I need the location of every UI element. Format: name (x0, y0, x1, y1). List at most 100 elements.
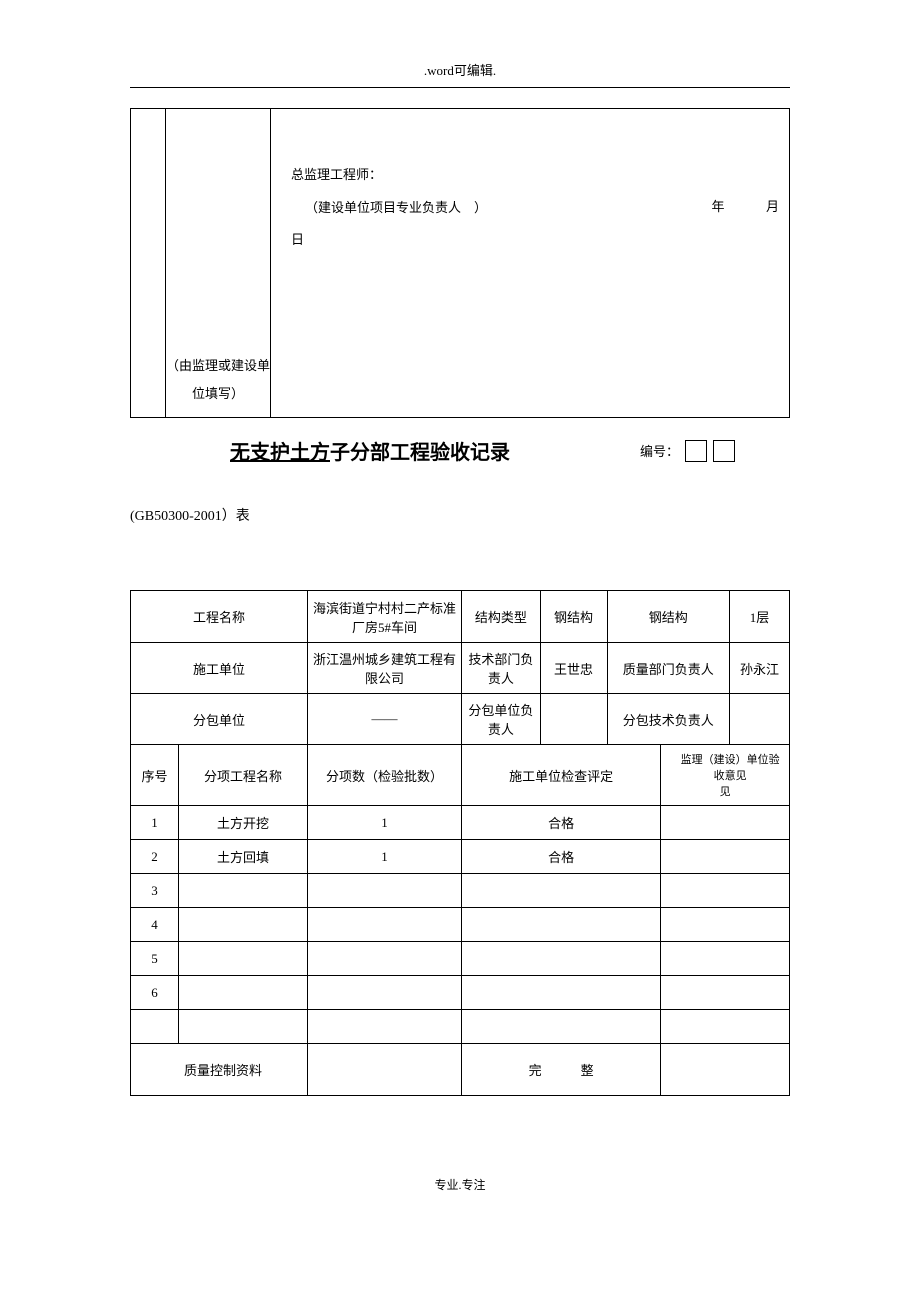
month-char: 月 (766, 199, 779, 214)
header-seq: 序号 (131, 745, 179, 806)
count-6 (307, 976, 461, 1010)
name-5 (179, 942, 308, 976)
opinion-2 (661, 840, 790, 874)
name-1: 土方开挖 (179, 806, 308, 840)
structure-type-2: 钢结构 (607, 591, 729, 643)
quality-control-empty (307, 1044, 461, 1096)
quality-leader-label: 质量部门负责人 (607, 643, 729, 694)
contractor-value: 浙江温州城乡建筑工程有限公司 (307, 643, 461, 694)
name-3 (179, 874, 308, 908)
check-6 (462, 976, 661, 1010)
sub-leader-label: 分包单位负责人 (462, 694, 540, 745)
floors-value: 1层 (730, 591, 790, 643)
header-divider (130, 87, 790, 88)
day-char: 日 (291, 224, 769, 257)
empty-3 (307, 1010, 461, 1044)
empty-2 (179, 1010, 308, 1044)
item-row-5: 5 (131, 942, 790, 976)
info-row-2: 施工单位 浙江温州城乡建筑工程有限公司 技术部门负责人 王世忠 质量部门负责人 … (131, 643, 790, 694)
structure-type-1: 钢结构 (540, 591, 607, 643)
owner-project-leader: （建设单位项目专业负责人 ） (291, 192, 769, 225)
empty-1 (131, 1010, 179, 1044)
document-number: 编号： (640, 440, 735, 462)
sub-tech-leader-value (730, 694, 790, 745)
empty-row (131, 1010, 790, 1044)
footer-text: 专业.专注 (130, 1176, 790, 1193)
header-check: 施工单位检查评定 (462, 745, 661, 806)
number-label: 编号： (640, 441, 679, 460)
top-box-empty-col (131, 109, 166, 417)
date-year-month: 年 月 (711, 191, 779, 224)
count-3 (307, 874, 461, 908)
sub-tech-leader-label: 分包技术负责人 (607, 694, 729, 745)
gb-reference: (GB50300-2001）表 (130, 505, 790, 525)
header-opinion-line1: 监理（建设）单位验收意见 (665, 751, 785, 783)
year-char: 年 (711, 199, 724, 214)
seq-6: 6 (131, 976, 179, 1010)
seq-3: 3 (131, 874, 179, 908)
empty-4 (462, 1010, 661, 1044)
seq-4: 4 (131, 908, 179, 942)
empty-5 (661, 1010, 790, 1044)
sub-leader-value (540, 694, 607, 745)
quality-control-label: 质量控制资料 (131, 1044, 308, 1096)
count-4 (307, 908, 461, 942)
tech-leader-value: 王世忠 (540, 643, 607, 694)
count-2: 1 (307, 840, 461, 874)
project-name-label: 工程名称 (131, 591, 308, 643)
project-name-value: 海滨街道宁村村二产标准厂房5#车间 (307, 591, 461, 643)
filled-by-text: （由监理或建设单位填写） (166, 352, 270, 409)
subcontractor-label: 分包单位 (131, 694, 308, 745)
number-box-1 (685, 440, 707, 462)
title-rest-part: 子分部工程验收记录 (330, 442, 510, 464)
quality-control-row: 质量控制资料 完 整 (131, 1044, 790, 1096)
number-box-2 (713, 440, 735, 462)
item-row-6: 6 (131, 976, 790, 1010)
name-2: 土方回填 (179, 840, 308, 874)
seq-1: 1 (131, 806, 179, 840)
structure-type-label: 结构类型 (462, 591, 540, 643)
count-1: 1 (307, 806, 461, 840)
quality-control-complete: 完 整 (462, 1044, 661, 1096)
header-opinion: 监理（建设）单位验收意见 见 (661, 745, 790, 806)
tech-leader-label: 技术部门负责人 (462, 643, 540, 694)
item-row-3: 3 (131, 874, 790, 908)
top-box-content-col: 总监理工程师： （建设单位项目专业负责人 ） 日 年 月 (271, 109, 789, 417)
count-5 (307, 942, 461, 976)
main-data-table: 工程名称 海滨街道宁村村二产标准厂房5#车间 结构类型 钢结构 钢结构 1层 施… (130, 590, 790, 1096)
opinion-3 (661, 874, 790, 908)
header-item-count: 分项数（检验批数） (307, 745, 461, 806)
seq-2: 2 (131, 840, 179, 874)
header-item-name: 分项工程名称 (179, 745, 308, 806)
check-3 (462, 874, 661, 908)
item-header-row: 序号 分项工程名称 分项数（检验批数） 施工单位检查评定 监理（建设）单位验收意… (131, 745, 790, 806)
top-signature-box: （由监理或建设单位填写） 总监理工程师： （建设单位项目专业负责人 ） 日 年 … (130, 108, 790, 418)
quality-leader-value: 孙永江 (730, 643, 790, 694)
opinion-5 (661, 942, 790, 976)
title-row: 无支护土方子分部工程验收记录 编号： (130, 436, 790, 465)
item-row-4: 4 (131, 908, 790, 942)
header-opinion-line2: 见 (720, 786, 731, 798)
title-underlined-part: 无支护土方 (230, 442, 330, 464)
name-6 (179, 976, 308, 1010)
check-2: 合格 (462, 840, 661, 874)
contractor-label: 施工单位 (131, 643, 308, 694)
opinion-4 (661, 908, 790, 942)
document-title: 无支护土方子分部工程验收记录 (230, 436, 510, 465)
name-4 (179, 908, 308, 942)
item-row-2: 2 土方回填 1 合格 (131, 840, 790, 874)
supervisor-engineer-label: 总监理工程师： (291, 159, 769, 192)
top-box-filled-by-col: （由监理或建设单位填写） (166, 109, 271, 417)
subcontractor-value: —— (307, 694, 461, 745)
quality-control-opinion (661, 1044, 790, 1096)
check-1: 合格 (462, 806, 661, 840)
check-5 (462, 942, 661, 976)
check-4 (462, 908, 661, 942)
info-row-3: 分包单位 —— 分包单位负责人 分包技术负责人 (131, 694, 790, 745)
header-word-editable: .word可编辑. (130, 60, 790, 79)
info-row-1: 工程名称 海滨街道宁村村二产标准厂房5#车间 结构类型 钢结构 钢结构 1层 (131, 591, 790, 643)
item-row-1: 1 土方开挖 1 合格 (131, 806, 790, 840)
opinion-6 (661, 976, 790, 1010)
opinion-1 (661, 806, 790, 840)
seq-5: 5 (131, 942, 179, 976)
